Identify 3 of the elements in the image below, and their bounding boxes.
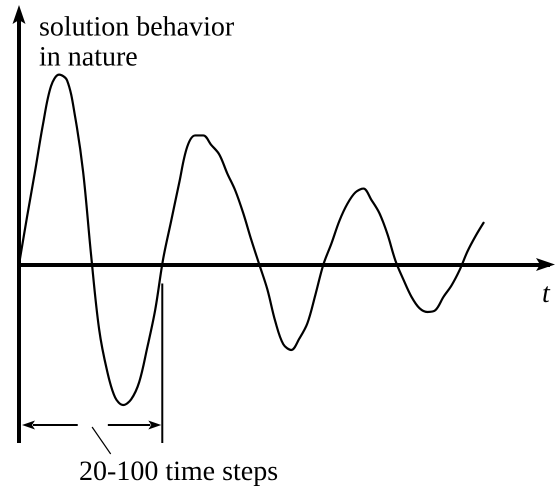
text: 20-100 time steps (79, 456, 278, 487)
y-axis-title: solution behavior in nature (39, 12, 235, 72)
x-axis-title: t (542, 278, 551, 310)
